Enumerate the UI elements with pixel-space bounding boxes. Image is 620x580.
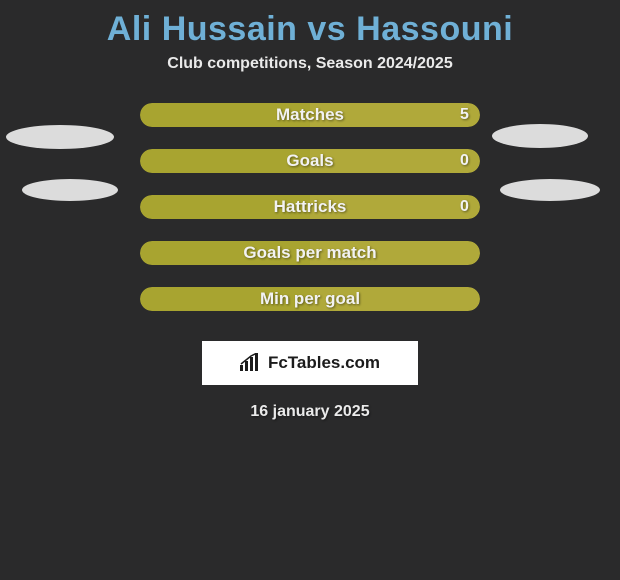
- date-text: 16 january 2025: [0, 403, 620, 421]
- bar-fill-left: [140, 149, 310, 173]
- bar-fill-left: [140, 287, 310, 311]
- bar-fill-left: [140, 195, 310, 219]
- page-subtitle: Club competitions, Season 2024/2025: [0, 55, 620, 103]
- page-title: Ali Hussain vs Hassouni: [0, 0, 620, 55]
- fctables-badge: FcTables.com: [202, 341, 418, 385]
- bar-fill-right: [310, 241, 480, 265]
- comparison-row: Min per goal: [0, 287, 620, 333]
- bar-fill-left: [140, 103, 310, 127]
- bar-track: [140, 103, 480, 127]
- comparison-row: Goals per match: [0, 241, 620, 287]
- bar-fill-right: [310, 149, 480, 173]
- bar-fill-right: [310, 103, 480, 127]
- bar-track: [140, 287, 480, 311]
- chart-icon: [240, 353, 262, 373]
- decorative-ellipse: [22, 179, 118, 201]
- decorative-ellipse: [492, 124, 588, 148]
- bar-fill-right: [310, 195, 480, 219]
- bar-track: [140, 195, 480, 219]
- decorative-ellipse: [500, 179, 600, 201]
- bar-fill-right: [310, 287, 480, 311]
- bar-track: [140, 241, 480, 265]
- comparison-row: Hattricks0: [0, 195, 620, 241]
- decorative-ellipse: [6, 125, 114, 149]
- badge-text: FcTables.com: [268, 353, 380, 373]
- bar-fill-left: [140, 241, 310, 265]
- bar-track: [140, 149, 480, 173]
